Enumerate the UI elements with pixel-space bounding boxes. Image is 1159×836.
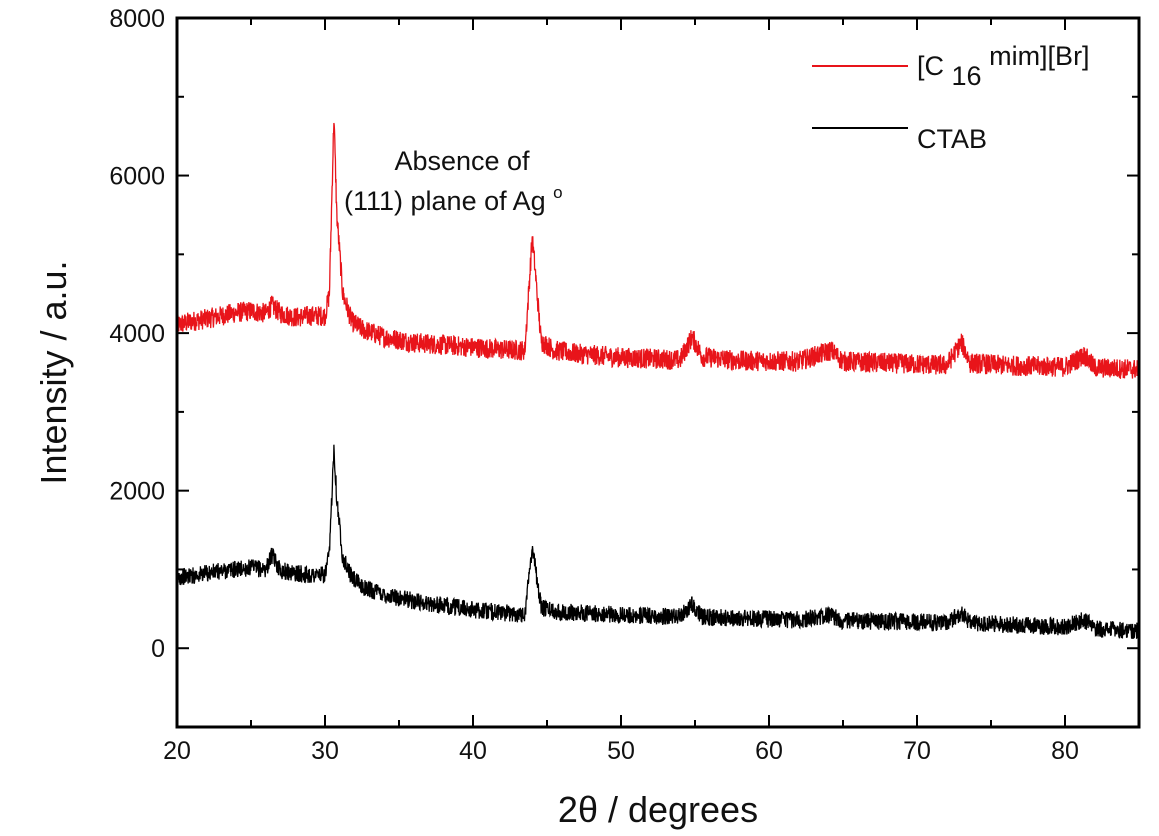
legend: [C 16 mim][Br] CTAB (812, 41, 1090, 154)
series-layer (176, 122, 1140, 639)
x-tick-label: 20 (163, 737, 191, 765)
legend-label-c16mim-sub: 16 (952, 61, 982, 91)
y-tick-label: 8000 (109, 5, 165, 33)
x-tick-label: 70 (903, 737, 931, 765)
series-line-c16mim (176, 122, 1140, 379)
annotation-line1: Absence of (394, 146, 530, 176)
series-line-ctab (176, 444, 1140, 639)
x-tick-label: 40 (459, 737, 487, 765)
legend-label-c16mim-rest: mim][Br] (989, 41, 1090, 71)
x-tick-label: 30 (311, 737, 339, 765)
x-tick-label: 80 (1051, 737, 1079, 765)
y-tick-label: 0 (151, 635, 165, 663)
annotation-line2: (111) plane of Ag o (344, 183, 563, 216)
y-tick-label: 4000 (109, 320, 165, 348)
legend-label-c16mim: [C 16 mim][Br] (917, 41, 1090, 91)
annotation-superscript: o (553, 183, 562, 202)
x-axis-title: 2θ / degrees (558, 789, 758, 830)
ticks-layer: 20 30 40 50 60 70 80 0 2000 4000 6000 8000 (109, 5, 1140, 765)
y-tick-label: 2000 (109, 478, 165, 506)
legend-label-ctab-base: CTAB (917, 124, 987, 154)
plot-frame (175, 16, 1141, 729)
peak-annotation: Absence of (111) plane of Ag o (344, 146, 563, 216)
y-tick-label: 6000 (109, 163, 165, 191)
annotation-line2-text: (111) plane of Ag (344, 186, 546, 216)
y-axis-title: Intensity / a.u. (33, 260, 74, 484)
x-tick-label: 50 (607, 737, 635, 765)
legend-label-c16mim-base: [C (917, 51, 944, 81)
legend-label-ctab: CTAB (917, 124, 987, 154)
x-tick-label: 60 (755, 737, 783, 765)
